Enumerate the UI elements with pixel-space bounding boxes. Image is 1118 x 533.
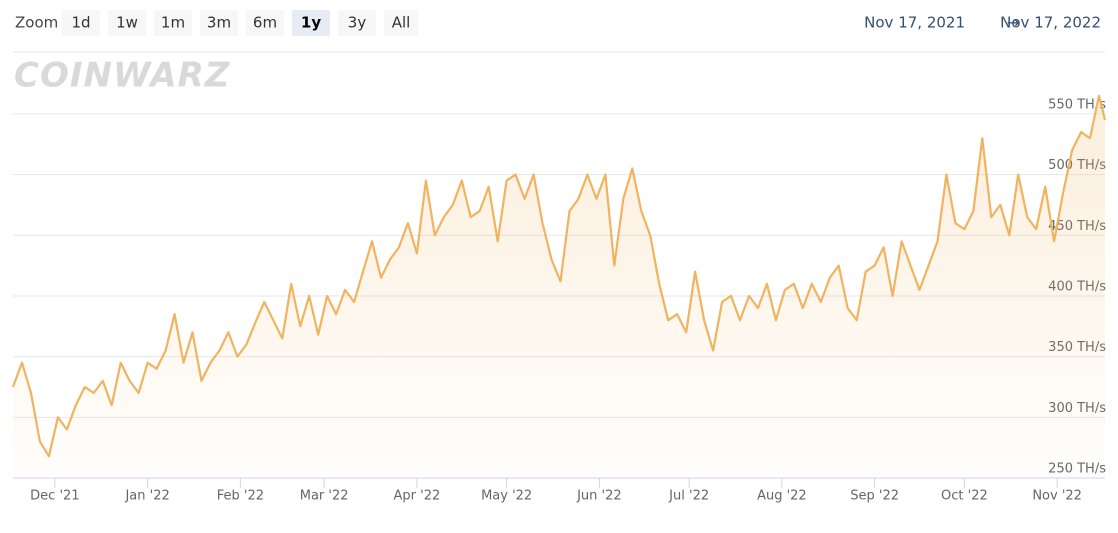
x-tick-label: Sep '22 [850,489,899,504]
zoom-button[interactable]: All [384,10,418,36]
x-tick-label: Oct '22 [941,489,988,504]
series-line [11,94,1107,458]
zoom-button-label: 3y [348,14,367,32]
x-tick-label: Dec '21 [30,489,79,504]
zoom-button-bg [200,10,238,36]
x-tick-label: Mar '22 [300,489,349,504]
zoom-button[interactable]: 1y [292,10,330,36]
watermark: COINWARZ [14,56,231,96]
zoom-button-label: 1w [116,14,138,32]
zoom-button[interactable]: 1d [62,10,100,36]
range-arrow: → [1007,14,1020,32]
x-tick-label: Apr '22 [394,489,441,504]
range-from: Nov 17, 2021 [864,14,965,32]
zoom-button-label: 6m [253,14,277,32]
zoom-button[interactable]: 3y [338,10,376,36]
zoom-button-label: 1m [161,14,185,32]
zoom-label: Zoom [15,14,58,32]
zoom-button-bg [154,10,192,36]
zoom-button-label: 3m [207,14,231,32]
zoom-button[interactable]: 1m [154,10,192,36]
zoom-button-bg [292,10,330,36]
zoom-button-label: 1y [301,14,321,32]
x-tick-label: Aug '22 [757,489,807,504]
zoom-button-label: All [392,14,411,32]
zoom-button-bg [384,10,418,36]
x-tick-label: Jan '22 [124,489,169,504]
series-area [13,95,1105,478]
zoom-button-bg [108,10,146,36]
x-tick-label: Jun '22 [576,489,622,504]
x-tick-label: Feb '22 [217,489,264,504]
zoom-button[interactable]: 6m [246,10,284,36]
x-tick-label: Jul '22 [668,489,709,504]
x-tick-label: May '22 [481,489,532,504]
range-to: Nov 17, 2022 [1000,14,1101,32]
x-tick-label: Nov '22 [1032,489,1082,504]
zoom-button-bg [246,10,284,36]
zoom-button[interactable]: 3m [200,10,238,36]
zoom-button-bg [62,10,100,36]
zoom-button[interactable]: 1w [108,10,146,36]
y-tick-label: 550 TH/s [1048,97,1106,112]
zoom-button-bg [338,10,376,36]
zoom-button-label: 1d [71,14,90,32]
